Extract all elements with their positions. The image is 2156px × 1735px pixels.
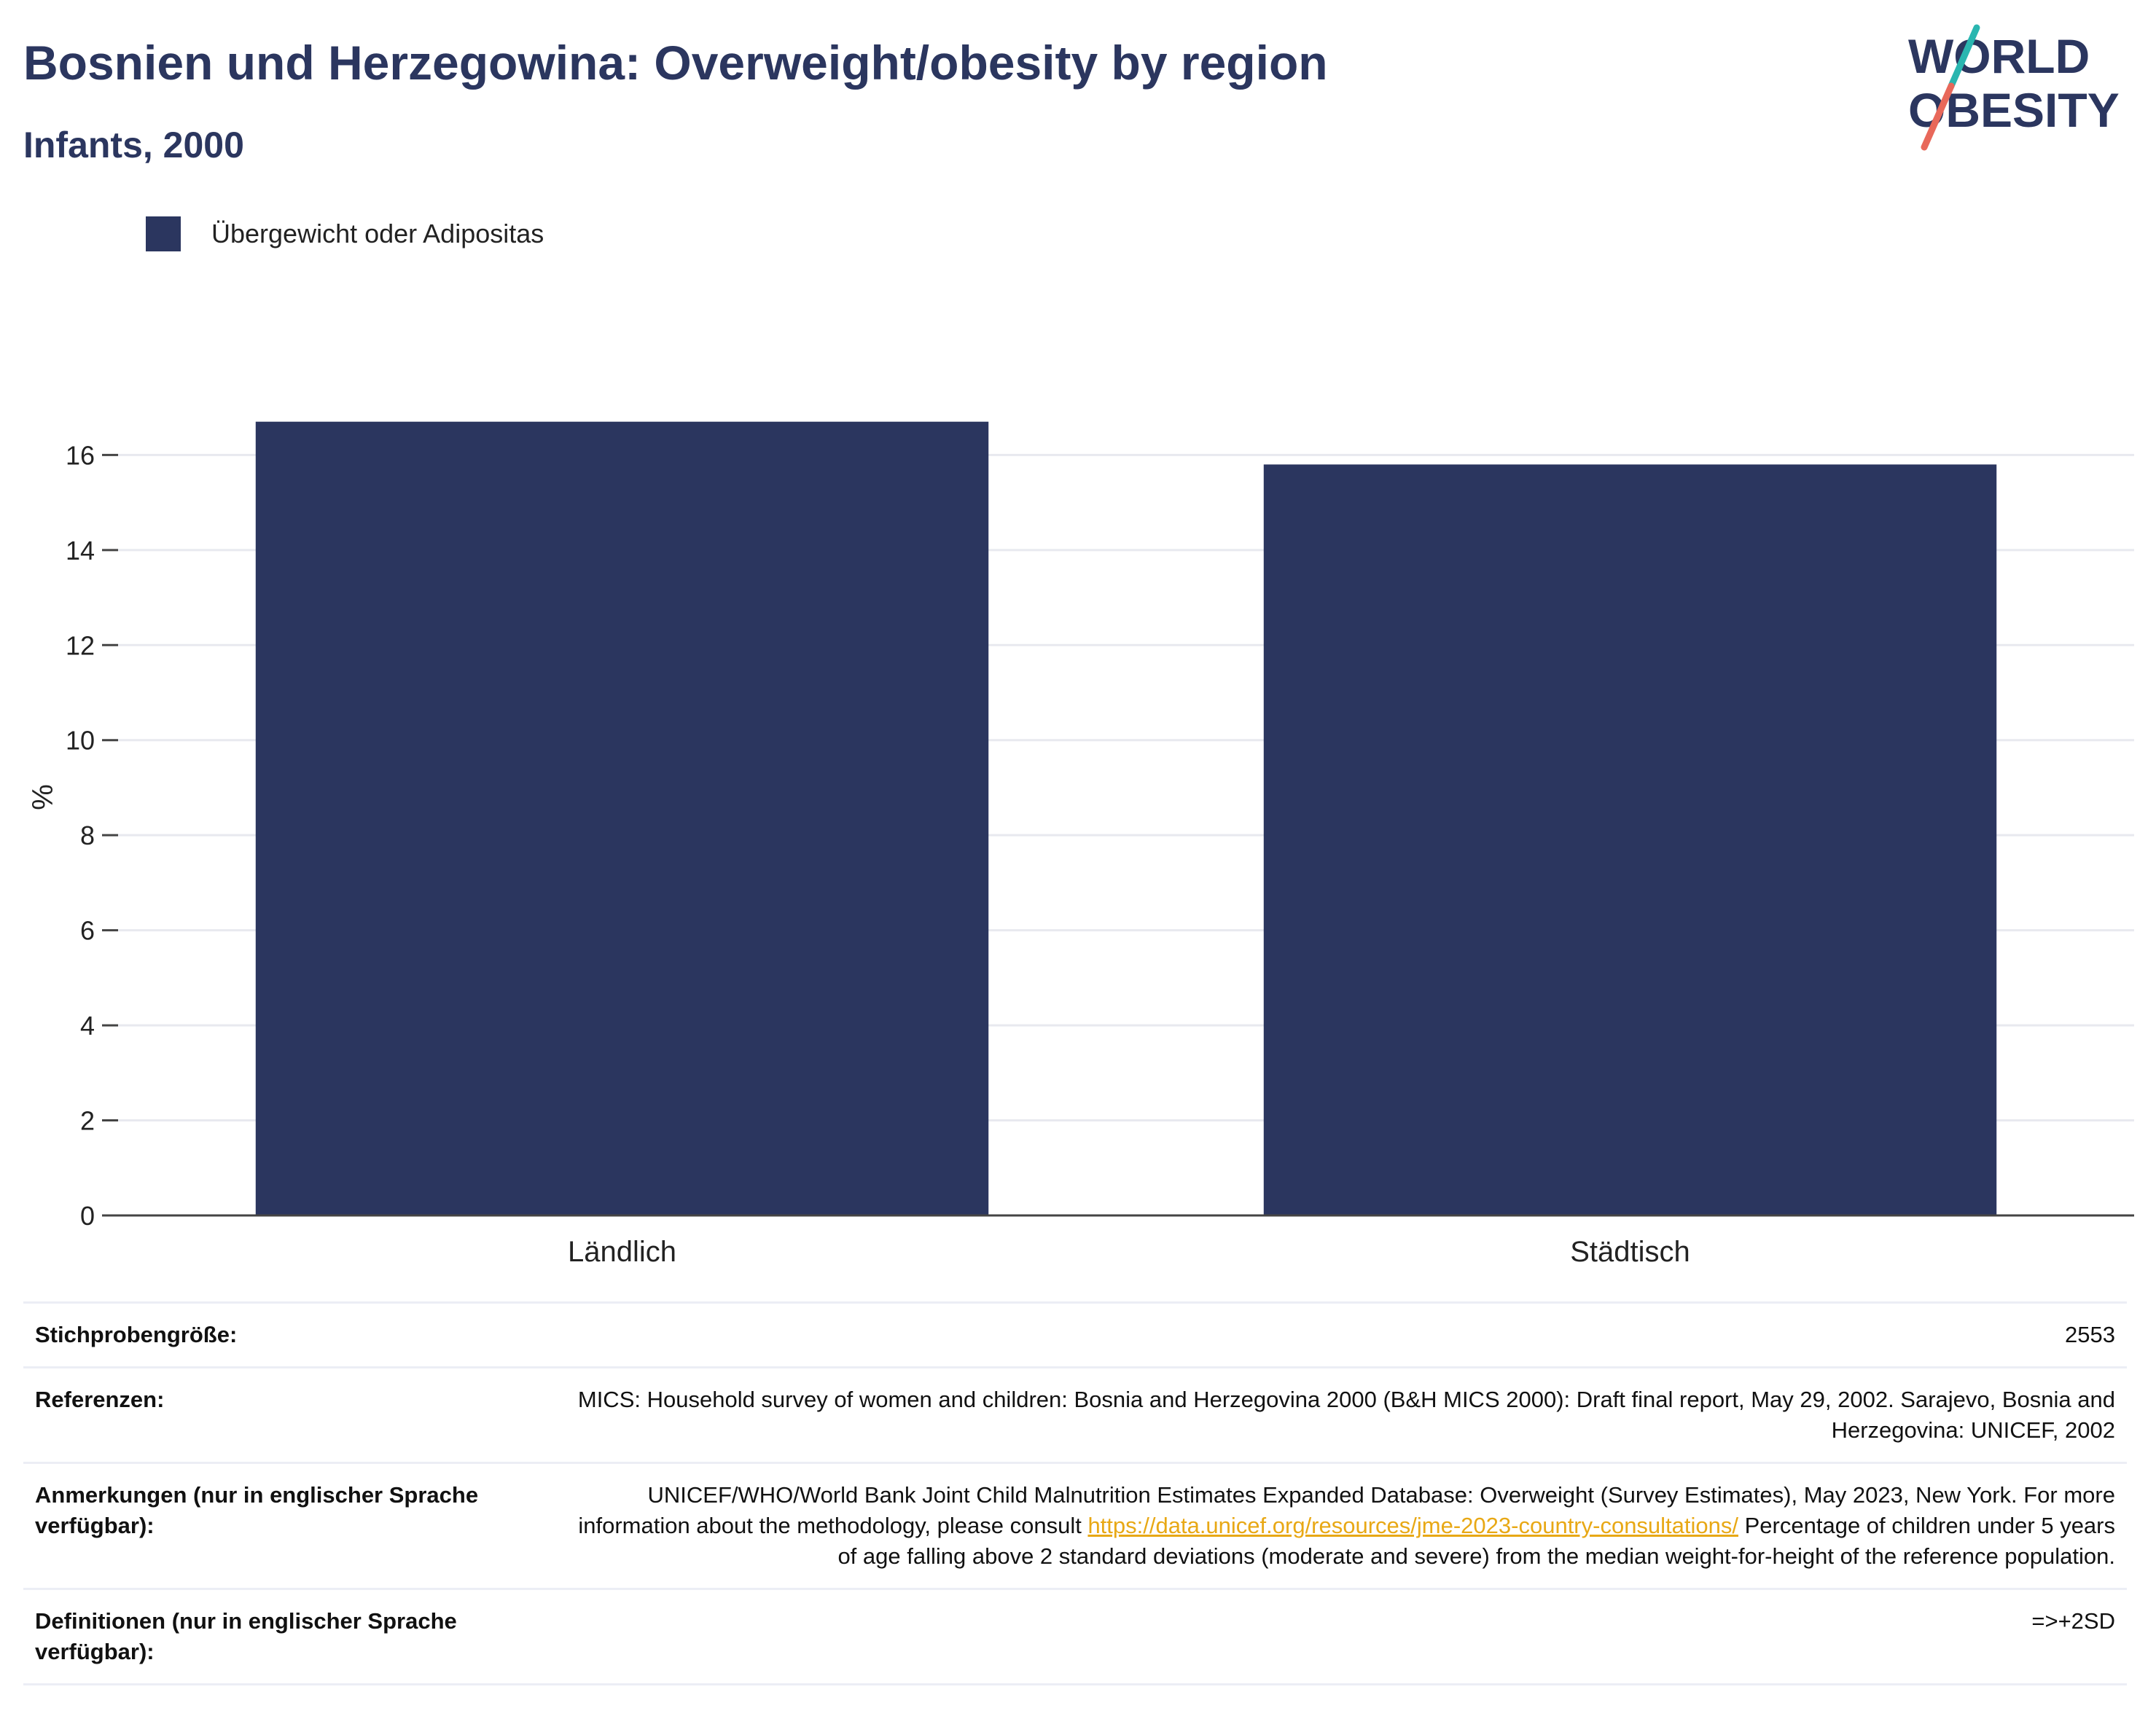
chart-subtitle: Infants, 2000 [23,125,244,165]
definitions-label: Definitionen (nur in englischer Sprache … [35,1608,457,1664]
notes-text-before: UNICEF/WHO/World Bank Joint Child Malnut… [578,1482,2115,1538]
y-tick-label-2: 2 [80,1106,95,1136]
logo-line-world: WORLD [1908,29,2090,83]
y-axis-title: % [27,784,59,810]
x-tick-label-Ländlich: Ländlich [568,1236,676,1268]
world-obesity-logo: WORLD OBESITY [1908,24,2120,151]
definitions-value: =>+2SD [2031,1608,2115,1634]
table-row-notes: Anmerkungen (nur in englischer Sprache v… [23,1462,2127,1589]
y-tick-label-6: 6 [80,916,95,946]
y-tick-label-16: 16 [66,440,95,470]
y-tick-label-10: 10 [66,726,95,756]
x-tick-label-Städtisch: Städtisch [1570,1236,1690,1268]
sample-size-value: 2553 [2065,1322,2115,1347]
logo-slash-coral [1921,82,1955,151]
y-tick-label-12: 12 [66,630,95,660]
table-row-definitions: Definitionen (nur in englischer Sprache … [23,1589,2127,1685]
references-label: Referenzen: [35,1387,165,1412]
chart-title: Bosnien und Herzegowina: Overweight/obes… [23,36,1328,90]
chart-legend[interactable]: Übergewicht oder Adipositas [146,216,544,252]
bar-Städtisch [1263,464,1997,1215]
sample-size-label: Stichprobengröße: [35,1322,238,1347]
methodology-link[interactable]: https://data.unicef.org/resources/jme-20… [1087,1513,1739,1538]
y-tick-label-8: 8 [80,820,95,850]
legend-swatch [146,216,181,251]
references-value: MICS: Household survey of women and chil… [577,1387,2115,1443]
notes-value: UNICEF/WHO/World Bank Joint Child Malnut… [550,1463,2127,1589]
notes-label: Anmerkungen (nur in englischer Sprache v… [35,1482,479,1538]
logo-slash-teal [1948,24,1980,90]
y-tick-label-4: 4 [80,1011,95,1041]
table-row-sample-size: Stichprobengröße: 2553 [23,1302,2127,1368]
legend-label: Übergewicht oder Adipositas [211,219,544,248]
notes-text-after: Percentage of children under 5 years of … [837,1513,2115,1569]
metadata-table: Stichprobengröße: 2553 Referenzen: MICS:… [23,1301,2127,1685]
y-tick-label-0: 0 [80,1201,95,1231]
table-row-references: Referenzen: MICS: Household survey of wo… [23,1367,2127,1463]
bar-chart: 0 2 4 6 8 10 12 14 16 Ländlich Städtisch% [27,421,2134,1268]
y-tick-label-14: 14 [66,536,95,565]
bar-Ländlich [255,421,989,1215]
